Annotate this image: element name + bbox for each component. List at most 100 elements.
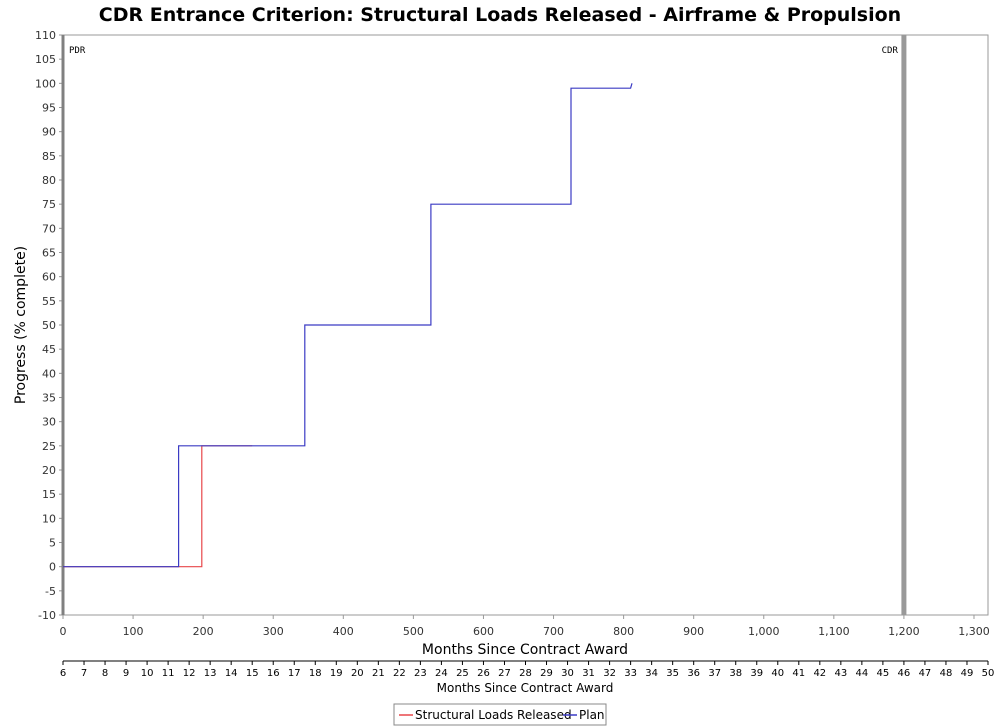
secondary-tick-label: 50	[982, 668, 995, 679]
x-tick-label: 1,300	[958, 625, 990, 638]
y-tick-label: 90	[42, 126, 56, 139]
secondary-tick-label: 24	[435, 668, 448, 679]
y-tick-label: 105	[35, 53, 56, 66]
y-tick-label: 10	[42, 512, 56, 525]
secondary-tick-label: 7	[81, 668, 87, 679]
secondary-tick-label: 23	[414, 668, 427, 679]
legend-label-structural-loads: Structural Loads Released	[415, 708, 572, 722]
secondary-tick-label: 26	[477, 668, 490, 679]
x-tick-label: 1,200	[888, 625, 920, 638]
y-tick-label: 5	[49, 537, 56, 550]
x-tick-label: 1,100	[818, 625, 850, 638]
secondary-tick-label: 27	[498, 668, 511, 679]
secondary-tick-label: 25	[456, 668, 469, 679]
secondary-tick-label: 49	[961, 668, 974, 679]
secondary-tick-label: 36	[687, 668, 700, 679]
secondary-tick-label: 40	[771, 668, 784, 679]
secondary-tick-label: 33	[624, 668, 637, 679]
secondary-tick-label: 43	[834, 668, 847, 679]
secondary-tick-label: 38	[729, 668, 742, 679]
y-tick-label: 0	[49, 561, 56, 574]
y-tick-label: 70	[42, 222, 56, 235]
plot-area	[62, 34, 989, 616]
x-tick-label: 500	[403, 625, 424, 638]
milestone-label-cdr: CDR	[882, 46, 899, 56]
y-tick-label: 75	[42, 198, 56, 211]
secondary-tick-label: 19	[330, 668, 343, 679]
y-tick-label: 55	[42, 295, 56, 308]
y-tick-label: 35	[42, 392, 56, 405]
secondary-tick-label: 15	[246, 668, 259, 679]
secondary-tick-label: 16	[267, 668, 280, 679]
milestone-line-pdr	[61, 35, 65, 615]
secondary-tick-label: 35	[666, 668, 679, 679]
y-tick-label: -5	[45, 585, 56, 598]
y-tick-label: 45	[42, 343, 56, 356]
y-tick-label: 100	[35, 77, 56, 90]
y-axis-title: Progress (% complete)	[13, 246, 29, 404]
series-lines	[63, 83, 633, 568]
secondary-tick-label: 42	[813, 668, 826, 679]
series-line-plan	[63, 83, 633, 568]
secondary-tick-label: 28	[519, 668, 532, 679]
y-tick-label: 50	[42, 319, 56, 332]
y-tick-label: -10	[38, 609, 56, 622]
secondary-tick-label: 45	[877, 668, 890, 679]
milestone-markers: PDR CDR	[61, 35, 907, 615]
secondary-tick-label: 18	[309, 668, 322, 679]
legend: Structural Loads Released Plan	[393, 703, 607, 726]
secondary-tick-label: 21	[372, 668, 385, 679]
x-tick-label: 200	[193, 625, 214, 638]
secondary-tick-label: 41	[792, 668, 805, 679]
secondary-tick-label: 14	[225, 668, 238, 679]
secondary-x-axis-title: Months Since Contract Award	[437, 681, 614, 695]
secondary-tick-label: 22	[393, 668, 406, 679]
secondary-tick-label: 47	[919, 668, 932, 679]
secondary-tick-label: 46	[898, 668, 911, 679]
y-tick-label: 20	[42, 464, 56, 477]
secondary-tick-label: 29	[540, 668, 553, 679]
chart-title: CDR Entrance Criterion: Structural Loads…	[99, 4, 901, 26]
y-tick-label: 65	[42, 247, 56, 260]
legend-label-plan: Plan	[579, 708, 605, 722]
secondary-tick-label: 6	[60, 668, 66, 679]
y-tick-label: 40	[42, 367, 56, 380]
y-tick-label: 60	[42, 271, 56, 284]
y-tick-label: 95	[42, 102, 56, 115]
x-tick-label: 900	[683, 625, 704, 638]
secondary-tick-label: 20	[351, 668, 364, 679]
x-axis-title: Months Since Contract Award	[422, 642, 628, 658]
secondary-tick-label: 10	[141, 668, 154, 679]
milestone-line-cdr	[901, 35, 907, 615]
secondary-tick-label: 48	[940, 668, 953, 679]
secondary-tick-label: 44	[855, 668, 868, 679]
x-tick-label: 100	[123, 625, 144, 638]
y-tick-label: 85	[42, 150, 56, 163]
x-tick-label: 1,000	[748, 625, 780, 638]
x-tick-label: 700	[543, 625, 564, 638]
secondary-tick-label: 32	[603, 668, 616, 679]
secondary-tick-label: 13	[204, 668, 217, 679]
secondary-tick-label: 37	[708, 668, 721, 679]
y-tick-label: 25	[42, 440, 56, 453]
x-tick-label: 600	[473, 625, 494, 638]
x-tick-label: 400	[333, 625, 354, 638]
secondary-tick-label: 30	[561, 668, 574, 679]
y-tick-label: 80	[42, 174, 56, 187]
secondary-tick-label: 9	[123, 668, 129, 679]
secondary-tick-label: 39	[750, 668, 763, 679]
x-axis: 0 100 200 300 400 500 600 700 800 900 1,000 1,100 1,…	[60, 615, 990, 638]
x-tick-label: 0	[60, 625, 67, 638]
secondary-tick-label: 34	[645, 668, 658, 679]
milestone-label-pdr: PDR	[69, 46, 86, 56]
y-tick-label: 15	[42, 488, 56, 501]
secondary-tick-label: 12	[183, 668, 196, 679]
y-tick-label: 30	[42, 416, 56, 429]
y-axis: -10 -5 0 5 10 15 20 25 30 35 40 45 50 55 60 65 70 75 80 85 9…	[35, 29, 63, 622]
secondary-tick-label: 8	[102, 668, 108, 679]
y-tick-label: 110	[35, 29, 56, 42]
x-tick-label: 800	[613, 625, 634, 638]
secondary-tick-label: 31	[582, 668, 595, 679]
legend-box	[393, 703, 607, 726]
